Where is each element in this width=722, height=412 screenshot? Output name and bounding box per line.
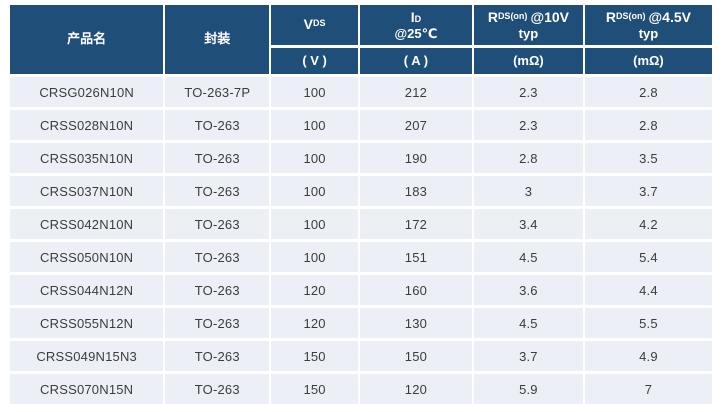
cell-id: 150 — [359, 341, 472, 371]
cell-vds: 100 — [271, 209, 358, 239]
cell-vds: 100 — [271, 242, 358, 272]
col-header-vds: VDS — [271, 5, 358, 45]
cell-vds: 100 — [271, 176, 358, 206]
col-unit-rds10: (mΩ) — [473, 48, 583, 74]
cell-rds10: 4.5 — [473, 242, 583, 272]
cell-rds45: 5.4 — [584, 242, 712, 272]
cell-package: TO-263 — [165, 308, 270, 338]
table-row: CRSS050N10N TO-263 100 151 4.5 5.4 — [10, 242, 712, 272]
cell-product: CRSS028N10N — [10, 110, 164, 140]
cell-package: TO-263 — [165, 341, 270, 371]
table-row: CRSS037N10N TO-263 100 183 3 3.7 — [10, 176, 712, 206]
cell-vds: 150 — [271, 341, 358, 371]
id-condition: @25℃ — [394, 25, 438, 41]
cell-id: 190 — [359, 143, 472, 173]
rds10-symbol: R — [487, 8, 498, 25]
table-row: CRSS044N12N TO-263 120 160 3.6 4.4 — [10, 275, 712, 305]
cell-rds45: 4.4 — [584, 275, 712, 305]
col-header-package: 封装 — [165, 5, 270, 74]
cell-vds: 100 — [271, 110, 358, 140]
cell-vds: 100 — [271, 77, 358, 107]
rds10-typ-label: typ — [518, 25, 539, 41]
table-row: CRSG026N10N TO-263-7P 100 212 2.3 2.8 — [10, 77, 712, 107]
cell-rds45: 3.7 — [584, 176, 712, 206]
vds-symbol: V — [303, 16, 313, 33]
cell-product: CRSS044N12N — [10, 275, 164, 305]
cell-package: TO-263 — [165, 275, 270, 305]
product-spec-table: 产品名 封装 VDS ID @25℃ RDS(on) @10V typ RDS(o… — [8, 2, 714, 407]
cell-product: CRSS055N12N — [10, 308, 164, 338]
table-row: CRSS035N10N TO-263 100 190 2.8 3.5 — [10, 143, 712, 173]
col-header-id: ID @25℃ — [359, 5, 472, 45]
table-row: CRSS028N10N TO-263 100 207 2.3 2.8 — [10, 110, 712, 140]
cell-product: CRSS050N10N — [10, 242, 164, 272]
vds-subscript: DS — [313, 18, 326, 29]
cell-product: CRSS035N10N — [10, 143, 164, 173]
cell-rds10: 2.3 — [473, 110, 583, 140]
cell-id: 212 — [359, 77, 472, 107]
rds10-condition: @10V — [530, 8, 569, 25]
cell-product: CRSS037N10N — [10, 176, 164, 206]
col-header-rds45: RDS(on) @4.5V typ — [584, 5, 712, 45]
cell-vds: 150 — [271, 374, 358, 404]
cell-product: CRSS042N10N — [10, 209, 164, 239]
cell-package: TO-263 — [165, 209, 270, 239]
cell-rds45: 5.5 — [584, 308, 712, 338]
table-row: CRSS042N10N TO-263 100 172 3.4 4.2 — [10, 209, 712, 239]
cell-package: TO-263 — [165, 374, 270, 404]
cell-rds45: 2.8 — [584, 110, 712, 140]
col-unit-rds45: (mΩ) — [584, 48, 712, 74]
cell-product: CRSS070N15N — [10, 374, 164, 404]
cell-rds10: 3 — [473, 176, 583, 206]
cell-id: 151 — [359, 242, 472, 272]
cell-id: 172 — [359, 209, 472, 239]
cell-vds: 120 — [271, 308, 358, 338]
cell-id: 130 — [359, 308, 472, 338]
cell-package: TO-263 — [165, 143, 270, 173]
col-unit-vds: ( V ) — [271, 48, 358, 74]
cell-id: 207 — [359, 110, 472, 140]
cell-product: CRSS049N15N3 — [10, 341, 164, 371]
cell-package: TO-263 — [165, 242, 270, 272]
col-unit-id: ( A ) — [359, 48, 472, 74]
cell-vds: 120 — [271, 275, 358, 305]
rds45-condition: @4.5V — [648, 8, 691, 25]
cell-rds10: 3.7 — [473, 341, 583, 371]
cell-rds10: 2.8 — [473, 143, 583, 173]
table-row: CRSS049N15N3 TO-263 150 150 3.7 4.9 — [10, 341, 712, 371]
cell-rds10: 3.6 — [473, 275, 583, 305]
table-row: CRSS070N15N TO-263 150 120 5.9 7 — [10, 374, 712, 404]
rds45-subscript: DS(on) — [616, 10, 646, 21]
rds10-subscript: DS(on) — [497, 10, 528, 21]
col-header-product: 产品名 — [10, 5, 164, 74]
cell-rds45: 2.8 — [584, 77, 712, 107]
rds45-symbol: R — [605, 8, 617, 25]
cell-rds10: 5.9 — [473, 374, 583, 404]
cell-package: TO-263 — [165, 176, 270, 206]
cell-rds10: 3.4 — [473, 209, 583, 239]
id-symbol: I — [410, 8, 415, 25]
cell-rds45: 3.5 — [584, 143, 712, 173]
rds45-typ-label: typ — [638, 25, 659, 41]
id-subscript: D — [414, 13, 422, 24]
cell-rds45: 4.9 — [584, 341, 712, 371]
col-header-rds10: RDS(on) @10V typ — [473, 5, 583, 45]
cell-id: 120 — [359, 374, 472, 404]
cell-package: TO-263-7P — [165, 77, 270, 107]
cell-rds10: 4.5 — [473, 308, 583, 338]
cell-id: 160 — [359, 275, 472, 305]
cell-vds: 100 — [271, 143, 358, 173]
cell-id: 183 — [359, 176, 472, 206]
cell-rds45: 4.2 — [584, 209, 712, 239]
cell-rds45: 7 — [584, 374, 712, 404]
cell-rds10: 2.3 — [473, 77, 583, 107]
table-body: CRSG026N10N TO-263-7P 100 212 2.3 2.8 CRSS028N… — [10, 77, 712, 404]
cell-package: TO-263 — [165, 110, 270, 140]
table-row: CRSS055N12N TO-263 120 130 4.5 5.5 — [10, 308, 712, 338]
cell-product: CRSG026N10N — [10, 77, 164, 107]
table-header: 产品名 封装 VDS ID @25℃ RDS(on) @10V typ RDS(o… — [10, 5, 712, 74]
